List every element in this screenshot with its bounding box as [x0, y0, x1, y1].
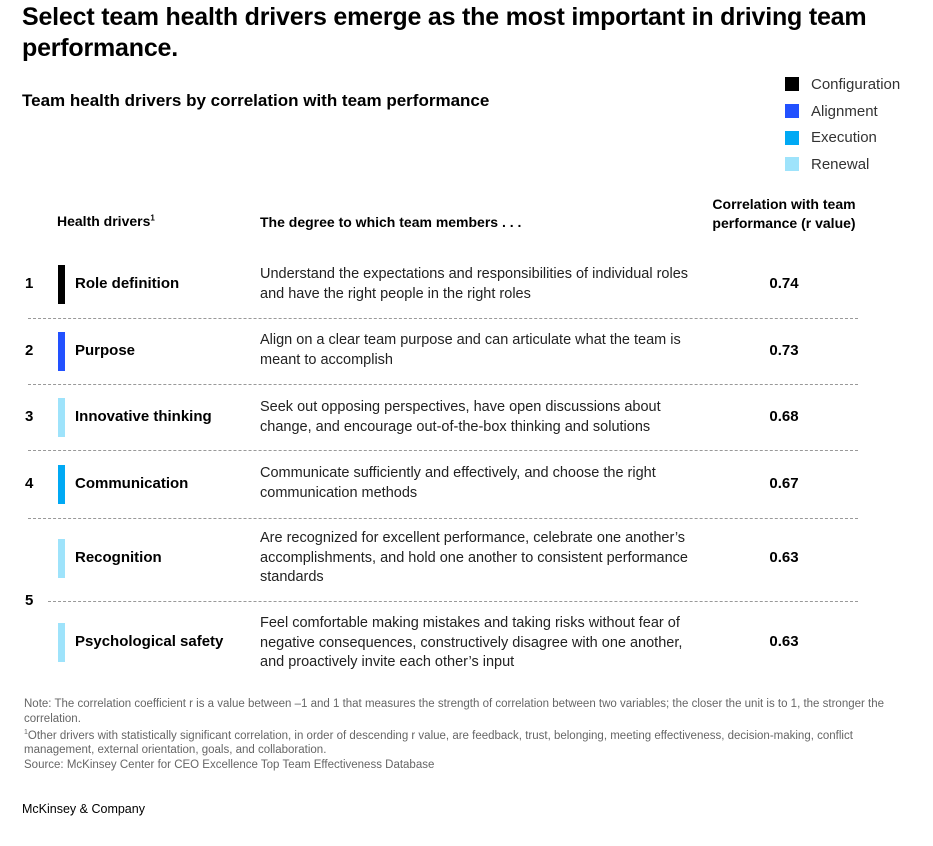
legend-swatch-execution [785, 130, 799, 145]
legend-swatch-configuration [785, 77, 799, 92]
driver-name: Role definition [75, 275, 180, 292]
driver-description: Are recognized for excellent performance… [260, 530, 688, 585]
chart-subtitle: Team health drivers by correlation with … [22, 91, 490, 110]
legend: Configuration Alignment Execution Renewa… [785, 71, 900, 178]
category-bar [58, 332, 65, 371]
driver-name: Purpose [75, 342, 136, 359]
rank-number: 1 [25, 275, 34, 292]
category-bar [58, 398, 65, 437]
column-header-degree: The degree to which team members . . . [260, 214, 522, 230]
column-header-correlation-line2: performance (r value) [712, 215, 856, 231]
correlation-value: 0.63 [769, 549, 799, 566]
driver-description: Communicate sufficiently and effectively… [260, 465, 656, 501]
legend-label: Configuration [811, 75, 901, 93]
correlation-value: 0.68 [769, 408, 799, 425]
rank-number: 4 [25, 475, 34, 492]
row-separator [28, 518, 858, 519]
driver-description: Feel comfortable making mistakes and tak… [260, 615, 683, 670]
legend-item-execution: Execution [785, 124, 900, 151]
column-header-correlation: Correlation with team performance (r val… [700, 195, 868, 233]
legend-item-alignment: Alignment [785, 98, 900, 125]
driver-description: Seek out opposing perspectives, have ope… [260, 399, 661, 435]
footnote-body: Other drivers with statistically signifi… [24, 729, 853, 757]
category-bar [58, 465, 65, 504]
footnote-text: 1Other drivers with statistically signif… [24, 726, 904, 758]
correlation-value: 0.74 [769, 275, 799, 292]
driver-description: Align on a clear team purpose and can ar… [260, 332, 681, 368]
footer-brand: McKinsey & Company [22, 802, 145, 816]
legend-item-renewal: Renewal [785, 151, 900, 178]
driver-name: Psychological safety [75, 633, 224, 650]
driver-description: Understand the expectations and responsi… [260, 266, 689, 302]
driver-name: Recognition [75, 549, 162, 566]
rank-number: 3 [25, 408, 34, 425]
row-separator [28, 318, 858, 319]
legend-item-configuration: Configuration [785, 71, 900, 98]
note-text: Note: The correlation coefficient r is a… [24, 698, 885, 725]
footnote-marker: 1 [150, 213, 155, 223]
legend-label: Execution [811, 129, 877, 147]
rank-number: 2 [25, 342, 34, 359]
driver-name: Innovative thinking [75, 408, 212, 425]
row-separator [48, 601, 858, 602]
category-bar [58, 623, 65, 662]
legend-swatch-renewal [785, 157, 799, 172]
row-separator [28, 450, 858, 451]
legend-swatch-alignment [785, 104, 799, 119]
column-header-drivers: Health drivers1 [57, 213, 155, 229]
column-header-correlation-line1: Correlation with team [712, 196, 856, 212]
column-header-drivers-text: Health drivers [57, 213, 151, 229]
driver-name: Communication [75, 475, 189, 492]
category-bar [58, 539, 65, 578]
source-text: Source: McKinsey Center for CEO Excellen… [24, 758, 435, 771]
rank-number: 5 [25, 592, 34, 609]
footnote-mark: 1 [24, 729, 28, 736]
correlation-value: 0.63 [769, 633, 799, 650]
row-separator [28, 384, 858, 385]
headline: Select team health drivers emerge as the… [22, 3, 867, 62]
correlation-value: 0.67 [769, 475, 799, 492]
legend-label: Alignment [811, 102, 878, 120]
legend-label: Renewal [811, 155, 870, 173]
notes: Note: The correlation coefficient r is a… [24, 697, 904, 772]
correlation-value: 0.73 [769, 342, 799, 359]
category-bar [58, 265, 65, 304]
